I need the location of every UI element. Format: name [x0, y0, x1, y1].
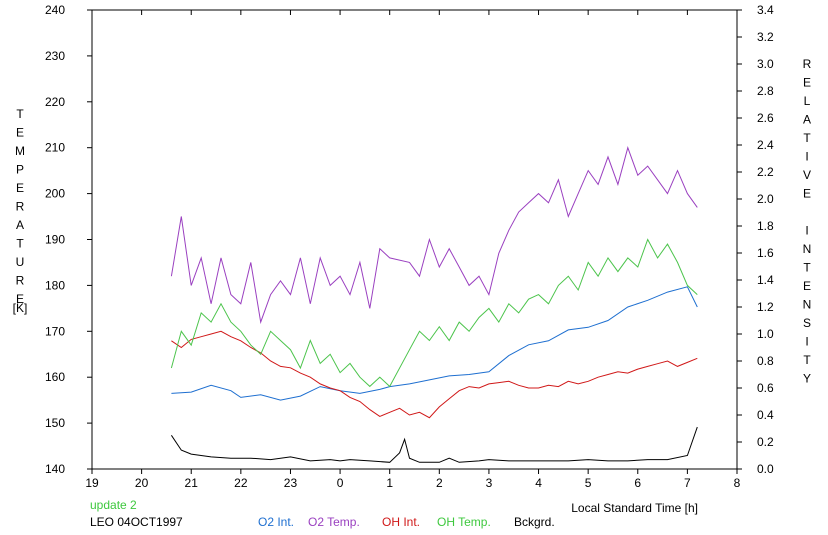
x-tick-label: 4: [535, 476, 542, 490]
y-right-label-letter: T: [803, 353, 811, 367]
x-tick-label: 22: [234, 476, 248, 490]
x-tick-label: 21: [185, 476, 199, 490]
y-left-tick-label: 180: [45, 278, 65, 292]
y-right-label-letter: A: [803, 113, 811, 127]
y-left-tick-label: 230: [45, 49, 65, 63]
y-left-tick-label: 190: [45, 233, 65, 247]
y-right-tick-label: 0.6: [757, 381, 774, 395]
y-right-label-letter: T: [803, 131, 811, 145]
x-tick-label: 5: [585, 476, 592, 490]
x-tick-label: 23: [284, 476, 298, 490]
y-right-label-letter: E: [803, 279, 811, 293]
y-right-label-letter: T: [803, 261, 811, 275]
y-right-tick-label: 2.0: [757, 192, 774, 206]
y-right-tick-label: 2.2: [757, 165, 774, 179]
y-right-tick-label: 3.0: [757, 57, 774, 71]
series-line-o2-temp: [170, 146, 698, 325]
y-right-label-letter: I: [805, 335, 808, 349]
legend-o2-temp: O2 Temp.: [308, 515, 360, 529]
y-right-label-letter: Y: [803, 372, 811, 386]
y-left-label-letter: E: [16, 181, 24, 195]
y-left-label-letter: P: [16, 163, 24, 177]
x-tick-label: 0: [337, 476, 344, 490]
y-right-tick-label: 0.4: [757, 408, 774, 422]
y-right-tick-label: 1.2: [757, 300, 774, 314]
y-left-label-letter: R: [16, 274, 25, 288]
y-right-tick-label: 2.4: [757, 138, 774, 152]
y-right-label-letter: V: [803, 168, 811, 182]
x-tick-label: 3: [486, 476, 493, 490]
y-right-tick-label: 1.8: [757, 219, 774, 233]
y-right-tick-label: 1.4: [757, 273, 774, 287]
y-left-label-letter: R: [16, 200, 25, 214]
y-right-tick-label: 1.6: [757, 246, 774, 260]
x-tick-label: 7: [684, 476, 691, 490]
y-left-label-letter: E: [16, 292, 24, 306]
y-left-label-letter: T: [16, 237, 24, 251]
y-left-label-letter: U: [16, 255, 25, 269]
y-right-tick-label: 3.4: [757, 3, 774, 17]
y-right-label-letter: R: [803, 57, 812, 71]
x-axis-label: Local Standard Time [h]: [571, 501, 698, 515]
y-left-label-letter: A: [16, 218, 24, 232]
y-right-label-letter: N: [803, 242, 812, 256]
y-right-label-letter: N: [803, 298, 812, 312]
y-right-label-letter: I: [805, 224, 808, 238]
x-tick-label: 1: [386, 476, 393, 490]
series-line-o2-int: [171, 286, 698, 401]
y-left-tick-label: 170: [45, 324, 65, 338]
legend-oh-temp: OH Temp.: [437, 515, 491, 529]
y-right-label-letter: E: [803, 76, 811, 90]
x-tick-label: 2: [436, 476, 443, 490]
x-tick-label: 20: [135, 476, 149, 490]
station-label: LEO 04OCT1997: [90, 515, 183, 529]
y-left-tick-label: 210: [45, 141, 65, 155]
series-line-oh-int: [171, 330, 698, 419]
y-left-tick-label: 150: [45, 416, 65, 430]
y-left-tick-label: 240: [45, 3, 65, 17]
y-right-label-letter: L: [804, 94, 811, 108]
y-right-label-letter: I: [805, 150, 808, 164]
x-tick-label: 8: [734, 476, 741, 490]
y-right-tick-label: 0.0: [757, 462, 774, 476]
legend-bckgrd: Bckgrd.: [514, 515, 555, 529]
x-tick-label: 6: [634, 476, 641, 490]
legend-o2-int: O2 Int.: [258, 515, 295, 529]
y-right-label-letter: E: [803, 187, 811, 201]
y-right-tick-label: 2.8: [757, 84, 774, 98]
update-label: update 2: [90, 498, 137, 512]
legend-oh-int: OH Int.: [382, 515, 421, 529]
y-left-tick-label: 140: [45, 462, 65, 476]
y-right-tick-label: 0.8: [757, 354, 774, 368]
plot-frame: [91, 9, 738, 470]
y-right-tick-label: 0.2: [757, 435, 774, 449]
series-line-oh-temp: [170, 238, 698, 388]
y-right-tick-label: 2.6: [757, 111, 774, 125]
y-left-label-letter: E: [16, 126, 24, 140]
series-line-bckgrd: [170, 426, 698, 463]
y-left-tick-label: 200: [45, 187, 65, 201]
y-right-tick-label: 1.0: [757, 327, 774, 341]
y-right-label-letter: S: [803, 316, 811, 330]
y-left-tick-label: 160: [45, 370, 65, 384]
y-left-unit: [K]: [13, 301, 28, 315]
y-left-label-letter: T: [16, 107, 24, 121]
y-left-label-letter: M: [15, 144, 25, 158]
x-tick-label: 19: [85, 476, 99, 490]
y-right-tick-label: 3.2: [757, 30, 774, 44]
y-left-tick-label: 220: [45, 95, 65, 109]
